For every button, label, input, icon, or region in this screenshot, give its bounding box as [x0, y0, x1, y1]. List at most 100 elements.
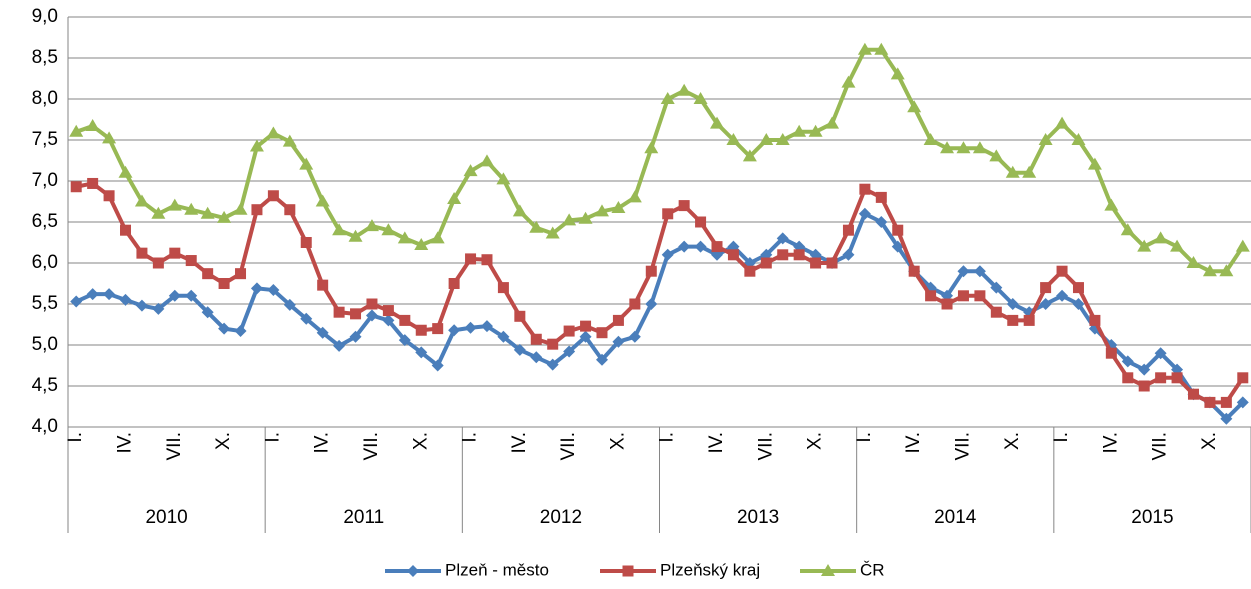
- point: [136, 247, 148, 259]
- point: [397, 231, 412, 244]
- y-tick-label: 9,0: [32, 6, 58, 27]
- point: [151, 206, 166, 219]
- y-tick-label: 4,5: [32, 375, 58, 396]
- legend: Plzeň - město Plzeňský kraj ČR: [385, 560, 885, 579]
- point: [1120, 223, 1135, 236]
- point: [629, 298, 641, 310]
- point: [463, 164, 478, 177]
- point: [300, 237, 312, 248]
- point: [974, 290, 986, 302]
- point: [792, 124, 807, 137]
- point: [119, 293, 132, 306]
- point: [1137, 239, 1152, 252]
- point: [266, 126, 281, 139]
- point: [152, 302, 165, 315]
- x-tick-label: X.: [805, 432, 826, 450]
- point: [1219, 264, 1234, 277]
- point: [678, 200, 690, 212]
- point: [857, 42, 872, 55]
- point: [431, 359, 444, 372]
- point: [200, 206, 215, 219]
- point: [218, 322, 231, 335]
- point: [777, 249, 789, 261]
- x-tick-label: X.: [213, 432, 234, 450]
- point: [300, 312, 313, 325]
- point: [70, 295, 83, 308]
- x-tick-label: IV.: [509, 432, 530, 454]
- point: [644, 141, 659, 154]
- point: [611, 201, 626, 214]
- x-tick-label: VII.: [361, 432, 382, 461]
- point: [925, 290, 937, 302]
- point: [727, 249, 739, 261]
- point: [432, 323, 444, 335]
- point: [775, 133, 790, 145]
- point: [497, 330, 510, 343]
- point: [989, 149, 1004, 162]
- x-tick-label: VII.: [558, 432, 579, 461]
- point: [202, 268, 214, 280]
- point: [1023, 314, 1035, 326]
- point: [1104, 198, 1119, 211]
- x-tick-label: VII.: [1150, 432, 1171, 461]
- point: [776, 232, 789, 245]
- point: [990, 306, 1002, 318]
- point: [595, 353, 608, 366]
- point: [1202, 264, 1217, 277]
- point: [529, 220, 544, 233]
- point: [859, 183, 871, 195]
- point: [185, 255, 197, 267]
- point: [1187, 388, 1199, 400]
- point: [235, 268, 247, 280]
- point: [622, 565, 634, 577]
- x-tick-label: X.: [1002, 432, 1023, 450]
- y-tick-label: 7,0: [32, 170, 58, 191]
- point: [825, 116, 840, 129]
- point: [660, 92, 675, 104]
- point: [759, 133, 774, 145]
- point: [1121, 355, 1134, 368]
- group-label: 2010: [145, 507, 187, 528]
- point: [628, 330, 641, 343]
- x-tick-label: VII.: [952, 432, 973, 461]
- series-line: [75, 181, 1245, 405]
- point: [348, 229, 363, 242]
- point: [563, 345, 576, 358]
- x-tick-label: IV.: [115, 432, 136, 454]
- point: [892, 224, 904, 236]
- point: [695, 216, 707, 228]
- x-tick-label: I.: [1051, 432, 1072, 443]
- point: [282, 134, 297, 147]
- point: [85, 119, 100, 132]
- point: [366, 298, 378, 310]
- point: [512, 204, 527, 217]
- point: [578, 211, 593, 224]
- point: [891, 240, 904, 253]
- point: [941, 298, 953, 310]
- y-tick-label: 5,5: [32, 293, 58, 314]
- group-label: 2015: [1131, 507, 1173, 528]
- point: [249, 139, 264, 152]
- point: [284, 204, 296, 216]
- point: [234, 325, 247, 338]
- point: [1040, 282, 1052, 294]
- point: [627, 190, 642, 203]
- point: [1038, 133, 1053, 145]
- point: [990, 281, 1003, 294]
- point: [1072, 282, 1084, 294]
- point: [103, 190, 115, 202]
- point: [135, 299, 148, 312]
- y-tick-label: 5,0: [32, 334, 58, 355]
- point: [612, 314, 624, 326]
- point: [1171, 372, 1183, 384]
- point: [875, 216, 888, 228]
- point: [694, 240, 707, 253]
- point: [349, 330, 362, 343]
- point: [481, 254, 493, 266]
- point: [530, 351, 543, 364]
- point: [1072, 298, 1085, 310]
- point: [448, 278, 460, 289]
- legend-label: Plzeň - město: [445, 560, 549, 579]
- x-tick-label: VII.: [164, 432, 185, 461]
